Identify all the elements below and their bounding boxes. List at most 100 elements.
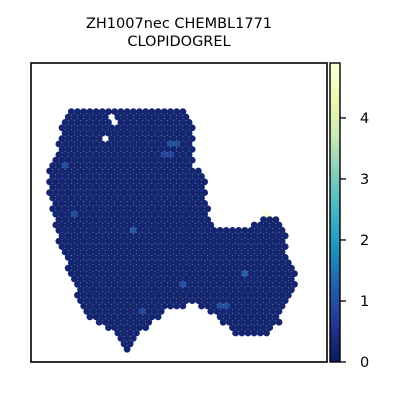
spot-point [275, 286, 283, 294]
spot-point [176, 297, 184, 304]
spot-point [188, 189, 196, 197]
spot-point [201, 210, 209, 218]
spot-point [133, 135, 140, 143]
spot-point [74, 140, 81, 148]
spot-point [266, 302, 274, 310]
spot-point [64, 146, 72, 153]
spot-point [195, 243, 202, 251]
spot-point [185, 248, 193, 256]
spot-point [92, 227, 100, 234]
spot-point [133, 308, 140, 315]
spot-point [129, 259, 137, 267]
spot-point [179, 281, 187, 288]
spot-point [148, 108, 156, 115]
spot-point [55, 140, 63, 148]
spot-point [129, 270, 137, 277]
spot-point [167, 227, 174, 234]
spot-point [188, 178, 196, 186]
spot-point [226, 318, 233, 326]
spot-point [139, 275, 147, 283]
spot-point [67, 108, 75, 115]
spot-point [64, 167, 72, 175]
spot-point [167, 237, 174, 245]
spot-point [86, 291, 94, 299]
spot-point [105, 248, 112, 256]
spot-point [67, 259, 75, 267]
spot-point [105, 108, 112, 115]
spot-point [229, 259, 236, 267]
spot-point [92, 248, 100, 256]
spot-point [145, 232, 153, 240]
spot-point [133, 329, 140, 337]
spot-point [216, 270, 224, 277]
spot-point [74, 162, 81, 170]
spot-point [151, 221, 159, 229]
spot-point [120, 146, 128, 153]
spot-point [154, 227, 162, 234]
spot-point [185, 270, 193, 277]
spot-point [86, 119, 94, 126]
spot-point [98, 162, 106, 170]
spot-point [133, 297, 140, 304]
spot-point [188, 135, 196, 143]
spot-point [86, 302, 94, 310]
spot-point [195, 200, 202, 207]
spot-point [269, 221, 277, 229]
spot-point [176, 124, 184, 132]
spot-point [95, 178, 103, 186]
spot-point [67, 129, 75, 137]
spot-point [58, 243, 66, 251]
spot-point [92, 194, 100, 202]
spot-point [105, 173, 112, 180]
spot-point [207, 243, 215, 251]
spot-point [272, 248, 280, 256]
spot-point [105, 237, 112, 245]
spot-point [195, 275, 202, 283]
spot-point [67, 205, 75, 213]
spot-point [173, 151, 181, 159]
spot-point [278, 227, 286, 234]
spot-point [120, 329, 128, 337]
spot-point [195, 232, 202, 240]
spot-point [291, 270, 298, 277]
spot-point [238, 264, 246, 272]
spot-point [222, 259, 230, 267]
spot-point [154, 151, 162, 159]
spot-point [123, 129, 131, 137]
spot-point [80, 140, 88, 148]
spot-point [46, 178, 53, 186]
spot-point [123, 335, 131, 342]
spot-point [120, 286, 128, 294]
spot-point [232, 264, 240, 272]
spot-point [74, 183, 81, 191]
spot-point [117, 270, 125, 277]
spot-point [170, 243, 178, 251]
spot-point [291, 281, 298, 288]
spot-point [253, 291, 261, 299]
spot-point [151, 232, 159, 240]
spot-point [269, 254, 277, 261]
spot-point [102, 210, 109, 218]
spot-point [61, 173, 69, 180]
spot-point [98, 313, 106, 321]
spot-point [102, 243, 109, 251]
spot-point [105, 194, 112, 202]
spot-point [74, 108, 81, 115]
spot-point [185, 227, 193, 234]
spot-point [120, 243, 128, 251]
spot-point [117, 119, 125, 126]
spot-point [210, 237, 218, 245]
spot-point [139, 308, 147, 315]
spot-point [191, 194, 199, 202]
spot-point [232, 254, 240, 261]
spot-point [154, 129, 162, 137]
spot-point [102, 264, 109, 272]
spot-point [226, 275, 233, 283]
spot-point [185, 162, 193, 170]
spot-point [117, 259, 125, 267]
colorbar-tick-label: 0 [360, 355, 369, 371]
spot-point [105, 313, 112, 321]
spot-point [102, 318, 109, 326]
spot-point [198, 291, 205, 299]
spot-point [281, 232, 289, 240]
